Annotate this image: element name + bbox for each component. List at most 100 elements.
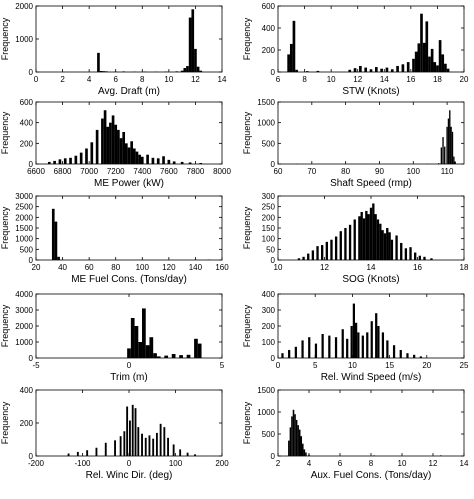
x-tick-label: 7000 [80, 167, 98, 176]
x-tick-label: 0 [127, 459, 132, 468]
histogram-bar [352, 303, 355, 358]
x-tick-label: 160 [215, 263, 229, 272]
histogram-bar [109, 122, 112, 164]
x-tick-label: 12 [353, 75, 362, 84]
histogram-bar [194, 454, 196, 456]
histogram-bar [330, 239, 333, 260]
histogram-bar [365, 210, 368, 260]
histogram-bar [414, 51, 418, 72]
y-tick-label: 0 [271, 256, 276, 265]
histogram-bar [134, 408, 137, 456]
histogram-bar [287, 54, 290, 72]
histogram-bar [197, 343, 202, 358]
histogram-bar [372, 203, 375, 260]
x-tick-label: 14 [367, 263, 376, 272]
histogram-bar [390, 239, 394, 260]
y-tick-label: 200 [262, 322, 276, 331]
x-tick-label: 5 [220, 361, 225, 370]
x-tick-label: 18 [460, 263, 469, 272]
histogram-bar [159, 423, 162, 456]
x-tick-label: 18 [433, 75, 442, 84]
y-tick-label: 0 [29, 68, 34, 77]
histogram-bar [135, 151, 139, 164]
y-tick-label: 4000 [15, 290, 33, 299]
x-tick-label: 10 [274, 263, 283, 272]
histogram-bar [395, 235, 398, 260]
histogram-bar [422, 42, 426, 72]
x-axis-label: Rel. Wind Speed (m/s) [321, 372, 422, 383]
histogram-bar [346, 338, 349, 358]
histogram-bar [171, 354, 176, 358]
histogram-bar [425, 21, 429, 72]
histogram-bar [370, 321, 373, 358]
x-tick-label: -5 [32, 361, 40, 370]
x-tick-label: 4 [307, 459, 312, 468]
histogram-bar [392, 345, 396, 358]
histogram-bar [114, 124, 118, 164]
y-tick-label: 600 [20, 98, 34, 107]
x-tick-label: 20 [422, 361, 431, 370]
histogram-bar [406, 353, 409, 358]
x-tick-label: -100 [74, 459, 91, 468]
histogram-bar [321, 245, 324, 260]
histogram-bar [76, 451, 79, 457]
histogram-bar [153, 353, 157, 358]
y-axis-label: Frequency [242, 304, 252, 347]
histogram-bar [376, 219, 380, 260]
histogram-bar [156, 158, 160, 164]
y-tick-label: 1500 [257, 386, 275, 395]
histogram-bar [144, 437, 147, 456]
y-tick-label: 0 [29, 256, 34, 265]
histogram-bar [430, 48, 434, 72]
y-axis-label: Frequency [242, 401, 252, 444]
y-tick-label: 1000 [257, 408, 275, 417]
y-axis-label: Frequency [0, 304, 10, 347]
x-tick-label: 8000 [213, 167, 231, 176]
histogram-bar [447, 118, 450, 164]
histogram-bar [366, 332, 369, 358]
histogram-bar [63, 158, 67, 164]
x-tick-label: 110 [441, 167, 454, 176]
y-tick-label: 3000 [15, 306, 33, 315]
histogram-bar [437, 163, 440, 164]
histogram-panel: 0 2 4 6 8 10 12 14 0 1000 2000 Avg. Draft (m) Freque… [0, 2, 227, 97]
x-tick-label: 8 [369, 459, 374, 468]
histogram-bar [423, 256, 426, 260]
histogram-bar [53, 160, 56, 164]
histogram-bar [74, 155, 78, 164]
histogram-bar [194, 338, 198, 358]
histogram-bar [164, 355, 169, 358]
histogram-bar [307, 253, 310, 260]
histogram-bar [344, 228, 347, 260]
histogram-bar [454, 161, 456, 164]
histogram-bar [419, 356, 422, 358]
y-axis-label: Frequency [242, 17, 252, 60]
histogram-bar [141, 433, 143, 456]
histogram-bar [163, 427, 166, 457]
y-tick-label: 0 [29, 354, 34, 363]
histogram-bar [148, 435, 151, 457]
y-tick-label: 3000 [15, 192, 33, 201]
histogram-bar [341, 329, 344, 358]
histogram-bar [417, 43, 421, 72]
y-tick-label: 50 [266, 245, 275, 254]
histogram-bar [446, 68, 450, 72]
histogram-bar [386, 340, 389, 358]
x-tick-label: 8 [140, 75, 145, 84]
histogram-panel: 2 4 6 8 10 12 14 0 500 1000 1500 Aux. Fuel Cons. (T… [242, 386, 469, 481]
y-tick-label: 150 [262, 224, 276, 233]
histogram-bar [142, 308, 146, 358]
y-tick-label: 0 [271, 354, 276, 363]
histogram-bar [114, 440, 116, 456]
histogram-bar [134, 326, 139, 358]
x-tick-label: 2 [276, 459, 281, 468]
histogram-bar [305, 71, 309, 72]
x-tick-label: 16 [413, 263, 422, 272]
histogram-bar [328, 335, 331, 358]
x-tick-label: 16 [406, 75, 415, 84]
histogram-bar [316, 70, 320, 72]
x-tick-label: 0 [276, 361, 281, 370]
histogram-bar [125, 143, 128, 164]
